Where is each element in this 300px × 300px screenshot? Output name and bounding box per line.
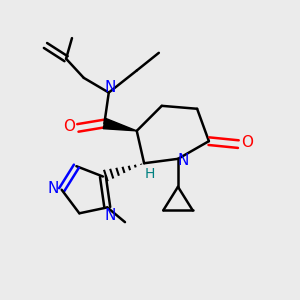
Text: O: O [241,135,253,150]
Text: H: H [145,167,155,181]
Text: N: N [178,153,189,168]
Text: N: N [105,80,116,95]
Text: O: O [63,119,75,134]
Text: N: N [105,208,116,223]
Text: N: N [47,181,58,196]
Polygon shape [103,118,137,131]
